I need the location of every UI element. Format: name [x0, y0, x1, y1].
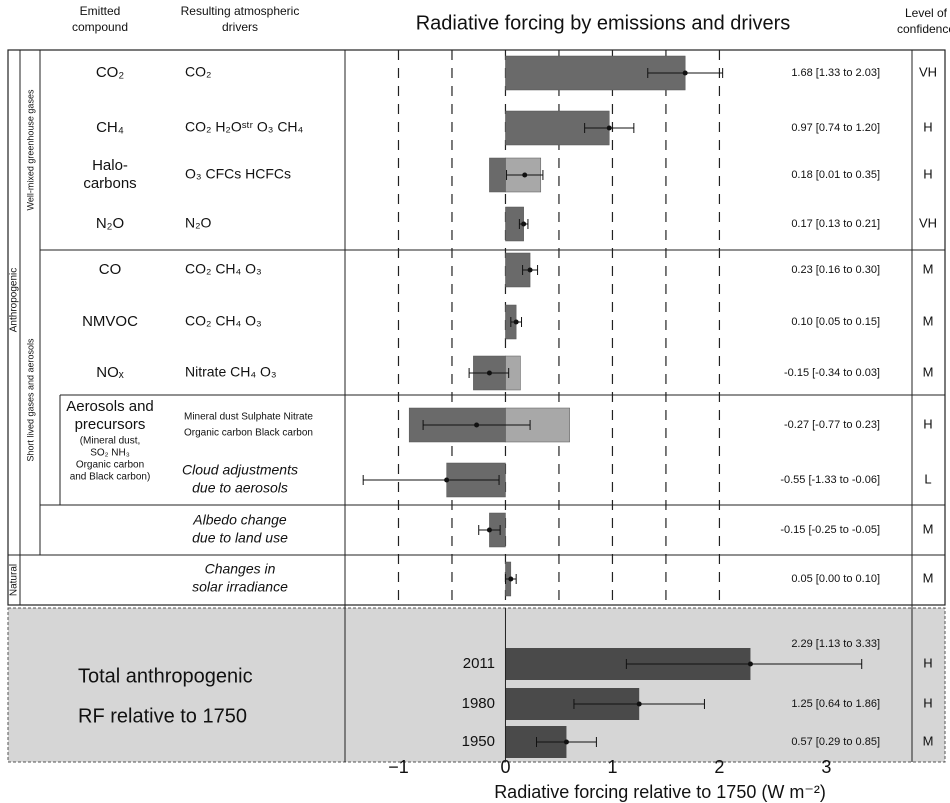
column-header: compound — [72, 20, 128, 34]
confidence-label: VH — [919, 64, 937, 79]
atmospheric-driver: Mineral dust Sulphate Nitrate — [184, 412, 313, 423]
emitted-compound: NMVOC — [82, 313, 138, 330]
value-label: 0.23 [0.16 to 0.30] — [791, 264, 880, 276]
atmospheric-driver: Albedo change — [192, 512, 287, 528]
estimate-point — [563, 739, 569, 745]
atmospheric-driver: CO₂ CH₄ O₃ — [185, 313, 262, 329]
x-tick-label: 2 — [714, 757, 724, 777]
column-header: Emitted — [80, 4, 121, 18]
atmospheric-driver: CO₂ — [185, 64, 211, 80]
year-label: 1950 — [462, 733, 495, 750]
confidence-label: M — [923, 261, 934, 276]
year-label: 1980 — [462, 695, 495, 712]
group-label: Well-mixed greenhouse gases — [25, 89, 35, 210]
emitted-compound: CH₄ — [96, 119, 124, 136]
group-label: Short lived gases and aerosols — [25, 338, 35, 462]
confidence-label: VH — [919, 215, 937, 230]
confidence-label: H — [923, 119, 932, 134]
value-label: 0.05 [0.00 to 0.10] — [791, 573, 880, 585]
value-label: 1.68 [1.33 to 2.03] — [791, 67, 880, 79]
estimate-point — [508, 576, 514, 582]
year-label: 2011 — [463, 655, 495, 672]
emitted-compound: carbons — [83, 175, 136, 192]
atmospheric-driver: Changes in — [205, 561, 276, 577]
bar-segment — [489, 157, 506, 193]
column-header: Level of — [905, 6, 948, 20]
total-label: RF relative to 1750 — [78, 705, 247, 727]
confidence-label: H — [923, 416, 932, 431]
atmospheric-driver: N₂O — [185, 215, 212, 231]
value-label: -0.27 [-0.77 to 0.23] — [784, 419, 880, 431]
compound-note: Organic carbon — [76, 460, 144, 471]
compound-note: (Mineral dust, — [80, 436, 141, 447]
estimate-point — [521, 221, 527, 227]
x-tick-label: −1 — [388, 757, 409, 777]
estimate-point — [522, 172, 528, 178]
confidence-label: H — [923, 695, 932, 710]
bar-segment — [505, 55, 686, 91]
atmospheric-driver: due to land use — [192, 530, 288, 546]
confidence-label: M — [923, 364, 934, 379]
estimate-point — [527, 267, 533, 273]
table-frame — [7, 49, 946, 606]
value-label: 0.10 [0.05 to 0.15] — [791, 316, 880, 328]
total-panel — [7, 607, 946, 763]
value-label: -0.15 [-0.34 to 0.03] — [784, 367, 880, 379]
value-label: 0.17 [0.13 to 0.21] — [791, 218, 880, 230]
column-header: confidence — [897, 22, 950, 36]
atmospheric-driver: Organic carbon Black carbon — [184, 428, 313, 439]
compound-note: and Black carbon) — [70, 472, 151, 483]
estimate-point — [747, 661, 753, 667]
emitted-compound: CO₂ — [96, 64, 125, 81]
x-tick-label: 3 — [821, 757, 831, 777]
atmospheric-driver: CO₂ H₂Oˢᵗʳ O₃ CH₄ — [185, 119, 304, 135]
confidence-label: M — [923, 313, 934, 328]
emitted-compound: Halo- — [92, 157, 128, 174]
value-label: 0.18 [0.01 to 0.35] — [791, 169, 880, 181]
estimate-point — [513, 319, 519, 325]
estimate-point — [474, 422, 480, 428]
emitted-compound: CO — [99, 261, 122, 278]
estimate-point — [444, 477, 450, 483]
x-axis-label: Radiative forcing relative to 1750 (W m⁻… — [494, 782, 826, 802]
total-label: Total anthropogenic — [78, 665, 253, 687]
chart-title: Radiative forcing by emissions and drive… — [416, 12, 791, 34]
value-label: 0.57 [0.29 to 0.85] — [791, 736, 880, 748]
compound-note: SO₂ NH₃ — [90, 448, 130, 459]
emitted-compound: precursors — [75, 416, 146, 433]
atmospheric-driver: solar irradiance — [192, 579, 288, 595]
value-label: -0.55 [-1.33 to -0.06] — [780, 474, 880, 486]
atmospheric-driver: Cloud adjustments — [182, 462, 298, 478]
confidence-label: M — [923, 570, 934, 585]
column-header: Resulting atmospheric — [181, 4, 300, 18]
x-tick-label: 1 — [607, 757, 617, 777]
group-label: Natural — [9, 564, 20, 596]
confidence-label: H — [923, 166, 932, 181]
atmospheric-driver: Nitrate CH₄ O₃ — [185, 364, 277, 380]
value-label: -0.15 [-0.25 to -0.05] — [780, 524, 880, 536]
x-tick-label: 0 — [500, 757, 510, 777]
confidence-label: M — [923, 521, 934, 536]
estimate-point — [682, 70, 688, 76]
atmospheric-driver: CO₂ CH₄ O₃ — [185, 261, 262, 277]
confidence-label: L — [924, 471, 931, 486]
atmospheric-driver: O₃ CFCs HCFCs — [185, 166, 291, 182]
confidence-label: H — [923, 655, 932, 670]
emitted-compound: Aerosols and — [66, 398, 154, 415]
emitted-compound: N₂O — [96, 215, 124, 232]
value-label: 2.29 [1.13 to 3.33] — [791, 638, 880, 650]
estimate-point — [606, 125, 612, 131]
confidence-label: M — [923, 733, 934, 748]
estimate-point — [636, 701, 642, 707]
emitted-compound: NOₓ — [96, 364, 124, 381]
atmospheric-driver: due to aerosols — [192, 480, 288, 496]
group-label: Anthropogenic — [9, 268, 20, 333]
estimate-point — [486, 527, 492, 533]
value-label: 0.97 [0.74 to 1.20] — [791, 122, 880, 134]
estimate-point — [486, 370, 492, 376]
column-header: drivers — [222, 20, 258, 34]
value-label: 1.25 [0.64 to 1.86] — [791, 698, 880, 710]
